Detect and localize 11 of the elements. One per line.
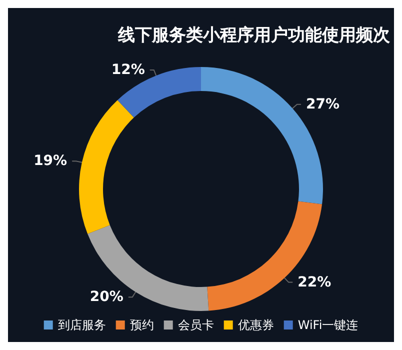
data-label: 19% [34,153,68,170]
data-label: 22% [298,274,332,290]
data-label: 20% [90,289,124,306]
legend-label: 预约 [130,318,154,332]
legend-label: 到店服务 [58,318,106,332]
legend-label: 优惠券 [238,318,274,332]
legend-label: 会员卡 [178,318,214,332]
data-label: 12% [111,62,145,78]
data-label: 27% [306,96,340,112]
chart-title: 线下服务类小程序用户功能使用频次 [117,26,391,46]
legend-label: WiFi一键连 [298,318,358,332]
